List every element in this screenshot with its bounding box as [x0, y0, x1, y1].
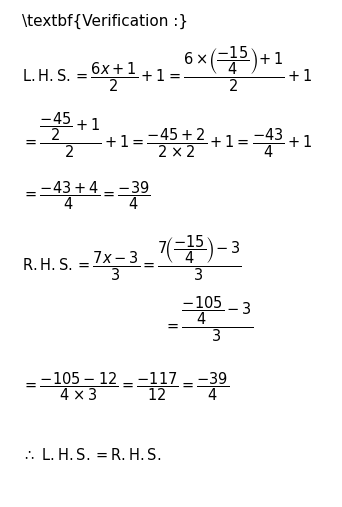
Text: \textbf{Verification :}: \textbf{Verification :}: [22, 14, 188, 29]
Text: $\mathrm{R.H.S.} = \dfrac{7x-3}{3} = \dfrac{7\!\left(\dfrac{-15}{4}\right)\!-3}{: $\mathrm{R.H.S.} = \dfrac{7x-3}{3} = \df…: [22, 234, 242, 283]
Text: $= \dfrac{-43+4}{4} = \dfrac{-39}{4}$: $= \dfrac{-43+4}{4} = \dfrac{-39}{4}$: [22, 179, 151, 212]
Text: $\mathrm{L.H.S.} = \dfrac{6x+1}{2} + 1 = \dfrac{6\times\!\left(\dfrac{-15}{4}\ri: $\mathrm{L.H.S.} = \dfrac{6x+1}{2} + 1 =…: [22, 45, 313, 94]
Text: $= \dfrac{-105-12}{4\times 3} = \dfrac{-117}{12} = \dfrac{-39}{4}$: $= \dfrac{-105-12}{4\times 3} = \dfrac{-…: [22, 371, 229, 404]
Text: $\therefore\ \mathrm{L.H.S.} = \mathrm{R.H.S.}$: $\therefore\ \mathrm{L.H.S.} = \mathrm{R…: [22, 447, 161, 463]
Text: $= \dfrac{\dfrac{-105}{4}-3}{3}$: $= \dfrac{\dfrac{-105}{4}-3}{3}$: [164, 295, 253, 344]
Text: $= \dfrac{\dfrac{-45}{2}+1}{2} + 1 = \dfrac{-45+2}{2\times 2} + 1 = \dfrac{-43}{: $= \dfrac{\dfrac{-45}{2}+1}{2} + 1 = \df…: [22, 111, 313, 160]
